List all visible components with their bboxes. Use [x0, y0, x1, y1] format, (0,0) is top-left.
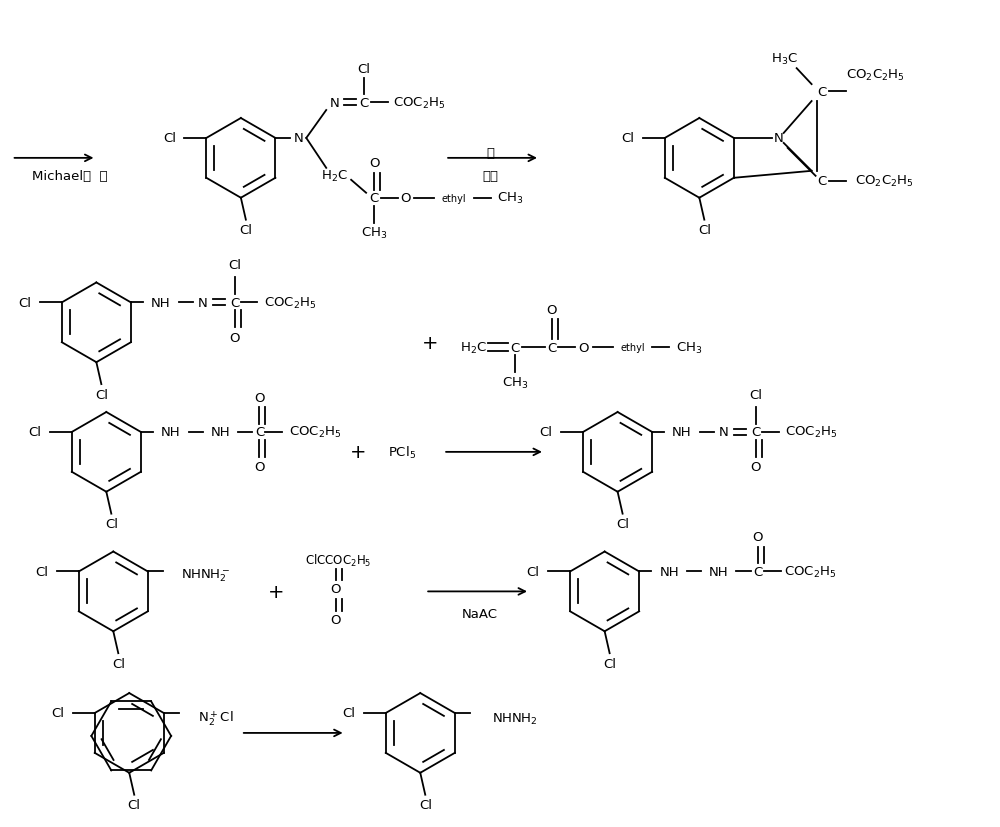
Text: Cl: Cl — [28, 426, 41, 439]
Text: NaAC: NaAC — [462, 607, 498, 620]
Text: CH$_3$: CH$_3$ — [361, 226, 387, 241]
Text: COC$_2$H$_5$: COC$_2$H$_5$ — [785, 425, 838, 440]
Text: NH: NH — [709, 566, 729, 578]
Text: O: O — [330, 582, 341, 595]
Text: N: N — [719, 426, 729, 439]
Text: Cl: Cl — [239, 224, 252, 237]
Text: C: C — [817, 175, 826, 188]
Text: NH: NH — [161, 426, 181, 439]
Text: Cl: Cl — [358, 63, 371, 75]
Text: H$_2$C: H$_2$C — [321, 169, 348, 184]
Text: O: O — [753, 530, 763, 543]
Text: O: O — [229, 332, 240, 344]
Text: PCl$_5$: PCl$_5$ — [388, 444, 416, 461]
Text: H$_3$C: H$_3$C — [771, 51, 798, 67]
Text: C: C — [753, 566, 762, 578]
Text: C: C — [751, 426, 760, 439]
Text: Michael加  成: Michael加 成 — [32, 170, 107, 183]
Text: N: N — [198, 297, 208, 309]
Text: COC$_2$H$_5$: COC$_2$H$_5$ — [264, 295, 317, 311]
Text: CH$_3$: CH$_3$ — [497, 191, 524, 206]
Text: ClCCOC$_2$H$_5$: ClCCOC$_2$H$_5$ — [305, 552, 372, 568]
Text: Cl: Cl — [616, 518, 629, 530]
Text: CO$_2$C$_2$H$_5$: CO$_2$C$_2$H$_5$ — [855, 174, 914, 189]
Text: O: O — [751, 461, 761, 474]
Text: C: C — [255, 426, 264, 439]
Text: NH: NH — [151, 297, 171, 309]
Text: +: + — [268, 582, 284, 601]
Text: Cl: Cl — [749, 388, 762, 401]
Text: COC$_2$H$_5$: COC$_2$H$_5$ — [784, 564, 837, 580]
Text: ethyl: ethyl — [441, 194, 466, 203]
Text: Cl: Cl — [35, 566, 48, 578]
Text: C: C — [510, 342, 520, 354]
Text: O: O — [330, 613, 341, 626]
Text: Cl: Cl — [112, 657, 125, 670]
Text: NH: NH — [659, 566, 679, 578]
Text: NHNH$_2^-$: NHNH$_2^-$ — [181, 566, 230, 583]
Text: C: C — [359, 97, 369, 109]
Text: 环合: 环合 — [482, 170, 498, 183]
Text: COC$_2$H$_5$: COC$_2$H$_5$ — [393, 95, 445, 111]
Text: Cl: Cl — [527, 566, 540, 578]
Text: +: + — [422, 333, 438, 352]
Text: Cl: Cl — [163, 132, 176, 146]
Text: Cl: Cl — [51, 706, 64, 719]
Text: O: O — [254, 461, 265, 474]
Text: N$_2^+$Cl: N$_2^+$Cl — [198, 709, 233, 728]
Text: NH: NH — [672, 426, 692, 439]
Text: C: C — [230, 297, 239, 309]
Text: Cl: Cl — [128, 798, 141, 811]
Text: Cl: Cl — [342, 706, 355, 719]
Text: C: C — [817, 85, 826, 98]
Text: C: C — [369, 192, 379, 205]
Text: C: C — [547, 342, 556, 354]
Text: Cl: Cl — [621, 132, 634, 146]
Text: O: O — [254, 391, 265, 404]
Text: +: + — [350, 442, 367, 461]
Text: N: N — [293, 132, 303, 146]
Text: CH$_3$: CH$_3$ — [676, 340, 703, 356]
Text: CO$_2$C$_2$H$_5$: CO$_2$C$_2$H$_5$ — [846, 68, 905, 83]
Text: Cl: Cl — [95, 388, 108, 401]
Text: O: O — [578, 342, 589, 354]
Text: Cl: Cl — [105, 518, 118, 530]
Text: Cl: Cl — [603, 657, 616, 670]
Text: Cl: Cl — [419, 798, 432, 811]
Text: H$_2$C: H$_2$C — [460, 340, 487, 356]
Text: Cl: Cl — [18, 297, 31, 309]
Text: N: N — [329, 97, 339, 109]
Text: COC$_2$H$_5$: COC$_2$H$_5$ — [289, 425, 341, 440]
Text: Cl: Cl — [698, 224, 711, 237]
Text: CH$_3$: CH$_3$ — [502, 375, 528, 390]
Text: NH: NH — [211, 426, 230, 439]
Text: N: N — [774, 132, 784, 146]
Text: Cl: Cl — [540, 426, 553, 439]
Text: Cl: Cl — [228, 259, 241, 272]
Text: O: O — [547, 304, 557, 317]
Text: ethyl: ethyl — [620, 343, 645, 353]
Text: NHNH$_2$: NHNH$_2$ — [492, 710, 537, 725]
Text: O: O — [369, 157, 379, 170]
Text: 碱: 碱 — [486, 147, 494, 160]
Text: O: O — [401, 192, 411, 205]
